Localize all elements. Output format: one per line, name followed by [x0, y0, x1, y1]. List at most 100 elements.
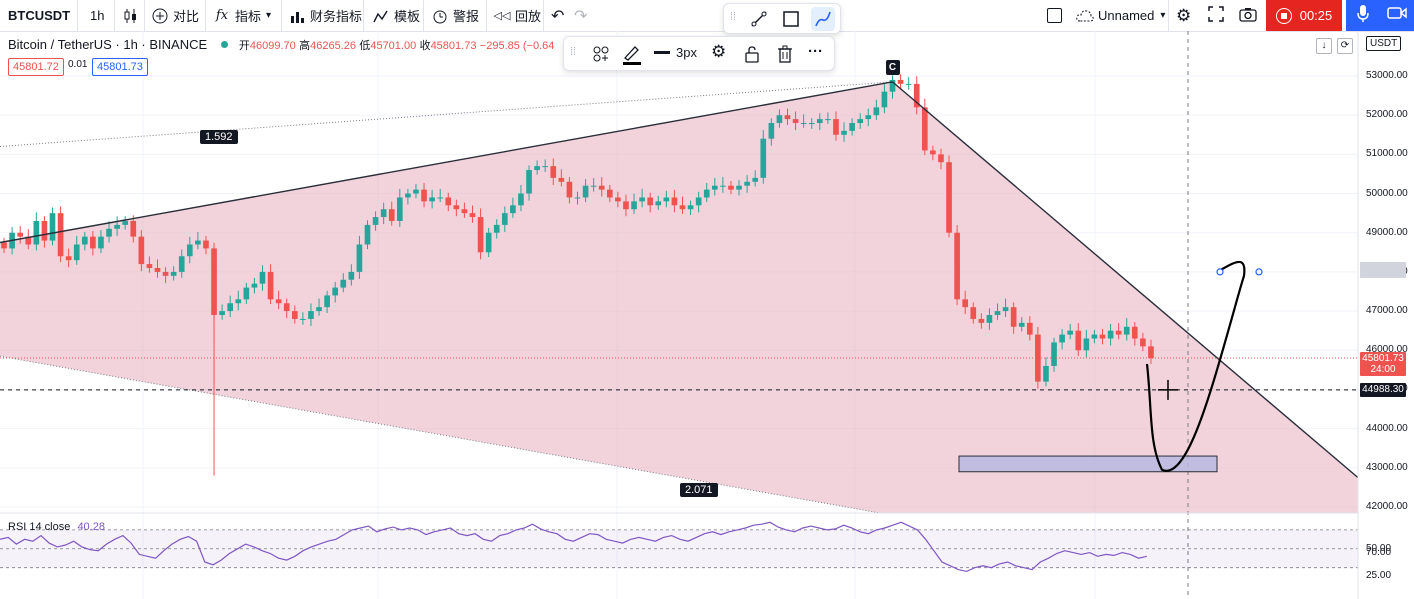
templates-button[interactable]: 模板 [372, 0, 420, 31]
record-stop-button[interactable]: 00:25 [1266, 0, 1342, 31]
replay-button[interactable]: ◁◁ 回放 [493, 0, 541, 31]
candle [623, 194, 629, 217]
settings-button[interactable]: ⚙ [1176, 0, 1191, 31]
candle [41, 216, 48, 248]
rectangle-tool-icon[interactable] [782, 10, 800, 33]
more-options-icon[interactable]: ··· [808, 43, 823, 60]
candle-body [1059, 334, 1065, 343]
line-width-button[interactable]: 3px [654, 45, 697, 60]
candle-body [283, 303, 290, 312]
trendline-right[interactable] [892, 81, 1359, 479]
fib-line-bottom[interactable] [0, 355, 881, 514]
candle [736, 180, 742, 196]
candle [574, 191, 581, 205]
symbol-search[interactable]: BTCUSDT [8, 8, 71, 23]
rsi-legend[interactable]: RSI 14 close 40.28 [8, 521, 105, 533]
rewind-icon: ◁◁ [493, 10, 511, 22]
candle [590, 178, 597, 192]
candle-body [81, 236, 88, 245]
anchor-handle-right[interactable] [1255, 268, 1263, 276]
candle-body [849, 123, 855, 131]
template-add-icon[interactable] [592, 45, 610, 68]
candle-body [1067, 330, 1074, 335]
candle [364, 220, 371, 250]
candle [615, 191, 621, 208]
microphone-button[interactable] [1346, 0, 1380, 31]
alerts-button[interactable]: 警报 [431, 0, 479, 31]
line-width-icon [654, 51, 670, 54]
undo-button[interactable]: ↶ [551, 0, 564, 31]
target-rectangle[interactable] [958, 455, 1218, 473]
fullscreen-button[interactable] [1208, 0, 1224, 31]
candle [550, 158, 557, 185]
brush-drawing[interactable] [1145, 261, 1246, 472]
scroll-down-button[interactable]: ↓ [1316, 38, 1332, 54]
close-value: 45801.73 [430, 40, 477, 52]
candle-body [1035, 334, 1041, 382]
candle [833, 111, 839, 141]
candle [825, 112, 831, 124]
candle [938, 148, 944, 170]
settings-gear-icon[interactable]: ⚙ [711, 42, 727, 61]
candle-body [1148, 346, 1154, 359]
candle [332, 281, 339, 303]
indicators-button[interactable]: fx 指标 [213, 0, 261, 31]
candle-body [259, 271, 266, 284]
indicators-label: 指标 [235, 9, 262, 24]
symbol-title[interactable]: Bitcoin / TetherUS · 1h · BINANCE [8, 37, 208, 52]
brush-tool-icon[interactable] [811, 7, 835, 31]
price-tick: 46000.00 [1366, 344, 1408, 356]
candle-type-button[interactable] [122, 0, 144, 31]
financials-button[interactable]: 财务指标 [288, 0, 362, 31]
candle-body [461, 209, 468, 214]
ask-price[interactable]: 45801.73 [92, 58, 148, 76]
rsi-label: RSI 14 close [8, 521, 71, 533]
bid-price[interactable]: 45801.72 [8, 58, 64, 76]
candle [477, 208, 484, 260]
watchlist-checkbox[interactable] [1047, 0, 1062, 31]
layout-name-button[interactable]: Unnamed ▾ [1076, 0, 1165, 31]
fib-line-top[interactable] [0, 81, 893, 148]
candle [122, 216, 129, 230]
rsi-tick: 50.00 [1366, 542, 1392, 554]
redo-button[interactable]: ↷ [574, 0, 587, 31]
candle-body [437, 197, 444, 199]
candle [558, 169, 565, 187]
candle-body [235, 299, 242, 304]
camera-toggle-button[interactable] [1380, 0, 1414, 31]
financials-label: 财务指标 [310, 9, 363, 24]
trendline-upper-left[interactable] [0, 81, 893, 244]
candle [631, 193, 637, 214]
currency-button[interactable]: USDT [1366, 36, 1402, 51]
trash-icon[interactable] [777, 45, 793, 68]
candle [1043, 357, 1049, 387]
lock-icon[interactable] [744, 45, 760, 68]
compare-button[interactable]: 对比 [151, 0, 199, 31]
fib-ratio-label: 2.071 [680, 483, 718, 498]
candle [251, 277, 258, 294]
anchor-handle-left[interactable] [1216, 268, 1224, 276]
pencil-color-icon[interactable] [622, 43, 642, 70]
candle-body [421, 189, 427, 202]
candle [57, 206, 64, 263]
candle [816, 113, 823, 131]
drag-handle-icon[interactable]: ⁞⁞ [730, 11, 737, 23]
reset-scale-button[interactable]: ⟳ [1337, 38, 1353, 54]
indicators-dropdown[interactable]: ▾ [266, 0, 271, 31]
price-chart[interactable] [0, 31, 1414, 599]
candle-body [65, 256, 72, 261]
candle [1051, 337, 1057, 372]
drag-handle-icon[interactable]: ⁞⁞ [570, 46, 577, 58]
interval-button[interactable]: 1h [90, 8, 105, 23]
price-tick: 47000.00 [1366, 305, 1408, 317]
candle-body [469, 213, 476, 218]
candle [639, 188, 645, 208]
candle [711, 178, 718, 196]
candle [98, 229, 104, 254]
trendline-tool-icon[interactable] [750, 10, 768, 33]
candle-body [962, 299, 969, 308]
snapshot-button[interactable] [1239, 0, 1257, 31]
rsi-tick: 25.00 [1366, 570, 1392, 582]
candle [1059, 328, 1065, 350]
divider [363, 0, 364, 31]
